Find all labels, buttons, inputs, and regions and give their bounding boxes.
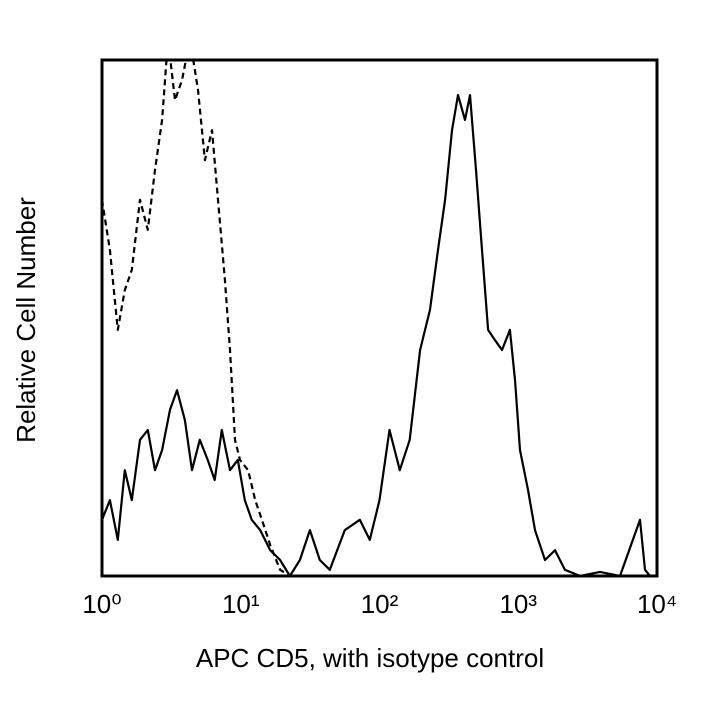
x-tick-label: 10¹: [222, 589, 260, 619]
histogram-line: [102, 93, 651, 576]
x-tick-label: 10⁰: [82, 589, 121, 619]
x-axis-label: APC CD5, with isotype control: [196, 643, 544, 673]
x-tick-label: 10⁴: [637, 589, 677, 619]
histogram-line: [102, 60, 291, 576]
plot-frame: [100, 58, 659, 578]
x-tick-label: 10³: [499, 589, 537, 619]
y-axis-label: Relative Cell Number: [11, 197, 41, 443]
x-tick-label: 10²: [361, 589, 399, 619]
